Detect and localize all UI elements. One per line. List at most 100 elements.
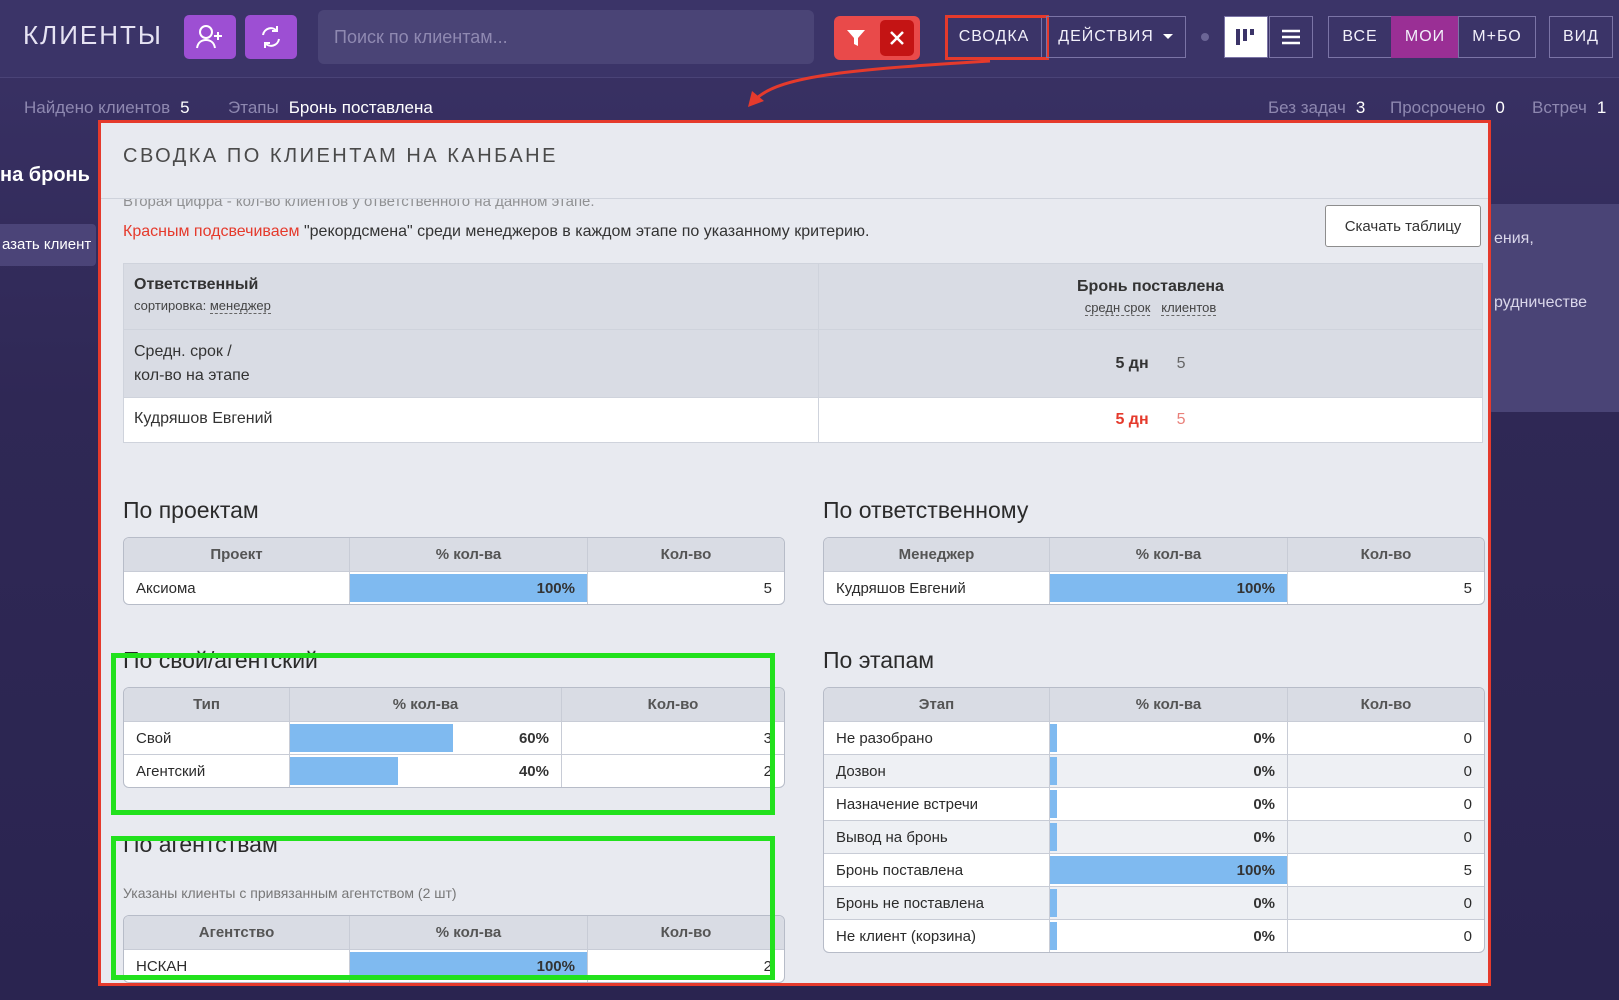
percent-bar bbox=[1050, 922, 1058, 950]
stages-table: Этап% кол-ва Кол-во Не разобрано 0% 0 Дозвон 0… bbox=[823, 687, 1485, 953]
modal-title: СВОДКА ПО КЛИЕНТАМ НА КАНБАНЕ bbox=[123, 145, 558, 167]
kanban-column-title: на бронь bbox=[0, 164, 90, 186]
percent-label: 100% bbox=[536, 957, 575, 975]
show-client-button[interactable]: азать клиент bbox=[0, 224, 96, 266]
search-input[interactable]: Поиск по клиентам... bbox=[318, 10, 814, 64]
table-row: Вывод на бронь 0% 0 bbox=[824, 820, 1484, 853]
count-cell: 0 bbox=[1463, 927, 1472, 945]
download-table-button[interactable]: Скачать таблицу bbox=[1325, 205, 1481, 247]
top-bar: КЛИЕНТЫ Поиск по клиентам... СВОДКА ДЕЙС… bbox=[0, 0, 1619, 78]
row-name: Бронь не поставлена bbox=[824, 887, 1050, 919]
average-label: кол-во на этапе bbox=[134, 367, 250, 384]
table-header-row: Этап% кол-ва Кол-во bbox=[824, 688, 1484, 721]
percent-cell: 0% bbox=[1050, 920, 1288, 952]
percent-label: 100% bbox=[536, 579, 575, 597]
row-name: Дозвон bbox=[824, 755, 1050, 787]
column-header: % кол-ва bbox=[290, 688, 562, 721]
average-label: Средн. срок / bbox=[134, 343, 232, 360]
clear-filter-button[interactable] bbox=[880, 20, 914, 56]
table-header-row: Ответственный сортировка: менеджер Бронь… bbox=[124, 264, 1482, 330]
row-name: Аксиома bbox=[124, 572, 350, 604]
count-cell: 5 bbox=[1463, 861, 1472, 879]
count-cell: 3 bbox=[763, 729, 772, 747]
percent-label: 0% bbox=[1253, 729, 1275, 747]
projects-table: Проект% кол-ва Кол-во Аксиома 100% 5 bbox=[123, 537, 785, 605]
percent-label: 0% bbox=[1253, 927, 1275, 945]
percent-bar bbox=[1050, 574, 1287, 602]
background-card-text: рудничестве bbox=[1494, 294, 1588, 311]
column-header: Кол-во bbox=[660, 546, 712, 563]
background-card bbox=[1488, 204, 1619, 412]
responsible-table: Ответственный сортировка: менеджер Бронь… bbox=[123, 263, 1483, 443]
column-header: % кол-ва bbox=[350, 538, 588, 571]
add-client-button[interactable] bbox=[184, 15, 236, 59]
percent-cell: 0% bbox=[1050, 722, 1288, 754]
percent-label: 100% bbox=[1236, 861, 1275, 879]
found-clients: Найдено клиентов 5 bbox=[24, 98, 190, 117]
percent-label: 0% bbox=[1253, 762, 1275, 780]
actions-label: ДЕЙСТВИЯ bbox=[1058, 28, 1154, 45]
percent-cell: 40% bbox=[290, 755, 562, 787]
overdue-count: Просрочено 0 bbox=[1390, 98, 1505, 117]
close-icon bbox=[890, 31, 904, 45]
average-count: 5 bbox=[1176, 354, 1186, 372]
summary-modal: Вторая цифра - кол-во клиентов у ответст… bbox=[98, 120, 1491, 986]
sort-label: сортировка: bbox=[134, 298, 207, 313]
table-row: Бронь не поставлена 0% 0 bbox=[824, 886, 1484, 919]
filter-all-button[interactable]: ВСЕ bbox=[1328, 16, 1392, 58]
row-name: НСКАН bbox=[124, 950, 350, 982]
sort-by-manager-link[interactable]: менеджер bbox=[209, 298, 271, 314]
no-tasks-count: Без задач 3 bbox=[1268, 98, 1366, 117]
separator-dot bbox=[1201, 33, 1209, 41]
table-row: Свой 60% 3 bbox=[124, 721, 784, 754]
highlight-note: Красным подсвечиваем "рекордсмена" среди… bbox=[123, 223, 870, 240]
percent-cell: 0% bbox=[1050, 788, 1288, 820]
column-header: Тип bbox=[124, 688, 290, 721]
filter-button[interactable] bbox=[834, 16, 920, 60]
table-row: Не разобрано 0% 0 bbox=[824, 721, 1484, 754]
sort-clients-link[interactable]: клиентов bbox=[1161, 300, 1217, 316]
count-cell: 2 bbox=[763, 762, 772, 780]
column-header: Проект bbox=[124, 538, 350, 571]
percent-bar bbox=[1050, 823, 1058, 851]
table-row: Назначение встречи 0% 0 bbox=[824, 787, 1484, 820]
percent-bar bbox=[1050, 889, 1058, 917]
filter-mine-button[interactable]: МОИ bbox=[1391, 16, 1459, 58]
count-cell: 0 bbox=[1463, 894, 1472, 912]
kanban-view-button[interactable] bbox=[1224, 16, 1268, 58]
percent-bar bbox=[1050, 790, 1058, 818]
list-view-button[interactable] bbox=[1269, 16, 1313, 58]
row-name: Не разобрано bbox=[824, 722, 1050, 754]
percent-cell: 0% bbox=[1050, 887, 1288, 919]
row-name: Бронь поставлена bbox=[824, 854, 1050, 886]
manager-table: Менеджер% кол-ва Кол-во Кудряшов Евгений 10… bbox=[823, 537, 1485, 605]
actions-dropdown[interactable]: ДЕЙСТВИЯ bbox=[1046, 16, 1186, 58]
background-card-text: ения, bbox=[1494, 230, 1534, 247]
manager-count: 5 bbox=[1176, 411, 1186, 428]
count-cell: 0 bbox=[1463, 828, 1472, 846]
percent-label: 40% bbox=[518, 762, 549, 780]
column-header: Менеджер bbox=[824, 538, 1050, 571]
table-row: Кудряшов Евгений 5 дн 5 bbox=[124, 398, 1482, 442]
meetings-count: Встреч 1 bbox=[1532, 98, 1607, 117]
table-header-row: Тип% кол-ва Кол-во bbox=[124, 688, 784, 721]
row-name: Вывод на бронь bbox=[824, 821, 1050, 853]
percent-label: 100% bbox=[1236, 579, 1275, 597]
percent-label: 0% bbox=[1253, 795, 1275, 813]
refresh-button[interactable] bbox=[245, 15, 297, 59]
manager-term: 5 дн bbox=[1115, 411, 1149, 428]
sort-avg-term-link[interactable]: средн срок bbox=[1084, 300, 1151, 316]
filter-mbo-button[interactable]: М+БО bbox=[1458, 16, 1536, 58]
percent-bar bbox=[290, 724, 453, 752]
count-cell: 0 bbox=[1463, 762, 1472, 780]
column-header: Этап bbox=[824, 688, 1050, 721]
add-user-icon bbox=[196, 25, 222, 49]
percent-cell: 100% bbox=[1050, 854, 1288, 886]
chevron-down-icon bbox=[1162, 34, 1173, 39]
manager-name: Кудряшов Евгений bbox=[124, 398, 819, 442]
view-menu-button[interactable]: ВИД bbox=[1549, 16, 1613, 58]
column-header: % кол-ва bbox=[350, 916, 588, 949]
section-title-manager: По ответственному bbox=[823, 497, 1029, 523]
summary-highlight bbox=[945, 15, 1049, 60]
percent-cell: 100% bbox=[350, 572, 588, 604]
